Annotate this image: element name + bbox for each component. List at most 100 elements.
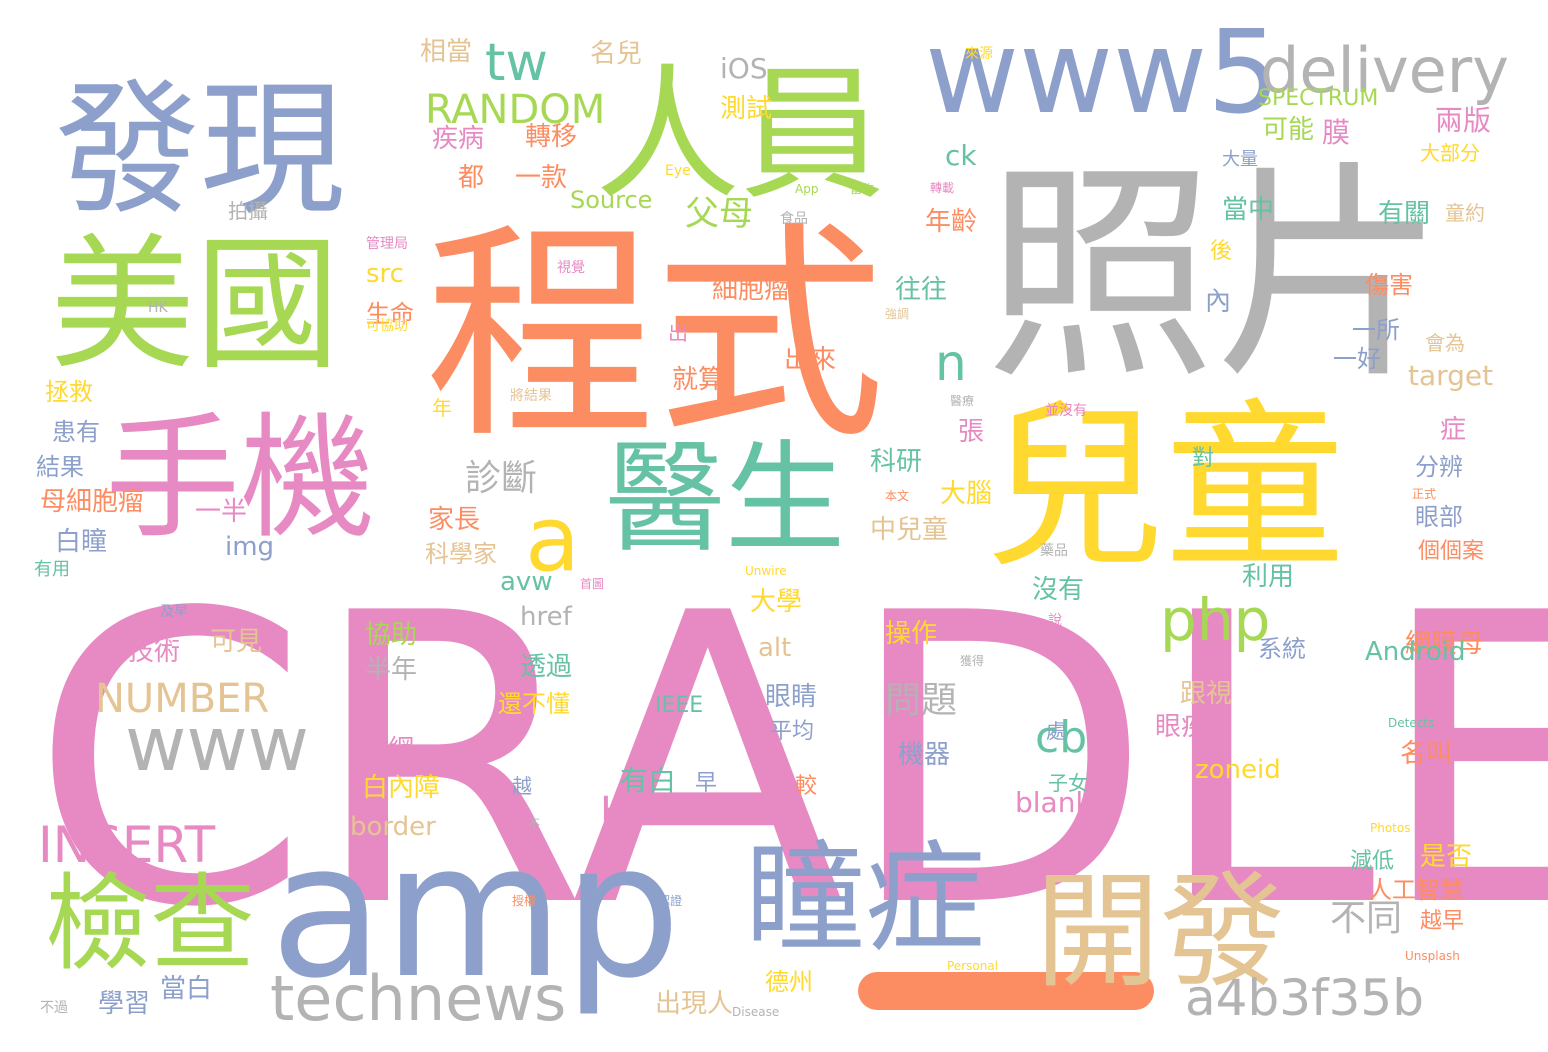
cloud-word: 名叫 — [1400, 739, 1452, 769]
cloud-word: Android — [1365, 637, 1466, 667]
cloud-word: 人員 — [595, 51, 885, 220]
cloud-word: 眼部 — [1415, 503, 1463, 531]
cloud-word: www — [125, 700, 309, 788]
cloud-word: 當中 — [1222, 195, 1274, 225]
cloud-word: 有用 — [34, 559, 70, 580]
cloud-word: 兒童 — [985, 384, 1345, 593]
cloud-word: 透過 — [520, 652, 572, 682]
cloud-word: iOS — [720, 52, 768, 85]
cloud-word: 手機 — [105, 400, 375, 557]
cloud-word: delivery — [1260, 34, 1509, 107]
cloud-word: 眼睛 — [765, 682, 817, 712]
cloud-word: 一所 — [1352, 316, 1400, 344]
cloud-word: 並沒有 — [1045, 402, 1087, 419]
cloud-word: 美國 — [50, 221, 340, 390]
cloud-word: 科研 — [870, 447, 922, 477]
cloud-word: 處 — [1046, 719, 1066, 743]
cloud-word: 照片 — [985, 143, 1445, 410]
cloud-word: 認證 — [658, 893, 682, 908]
cloud-word: 出來 — [784, 345, 836, 375]
cloud-word: 父母 — [685, 194, 753, 234]
cloud-word: Unwire — [745, 564, 787, 578]
cloud-word: Personal — [947, 959, 998, 973]
cloud-word: 本文 — [885, 488, 909, 503]
cloud-word: 兩版 — [1435, 104, 1491, 137]
cloud-word: 沒有 — [1032, 575, 1084, 605]
cloud-word: Source — [570, 186, 652, 214]
cloud-word: 獲得 — [960, 653, 984, 668]
cloud-word: 食品 — [780, 210, 808, 227]
cloud-word: 一好 — [1333, 345, 1381, 373]
cloud-word: 科學家 — [425, 540, 497, 568]
cloud-word: 拍攝 — [228, 199, 268, 223]
cloud-word: 就算 — [672, 365, 724, 395]
cloud-word: 協助 — [365, 620, 417, 650]
cloud-word: RANDOM — [425, 87, 605, 133]
cloud-word: 童約 — [1445, 201, 1485, 225]
cloud-word: 較 — [795, 774, 817, 799]
cloud-word: avw — [500, 567, 553, 597]
cloud-word: 學習 — [98, 989, 150, 1019]
cloud-word: 家長 — [428, 505, 480, 535]
cloud-word: 生命 — [366, 300, 414, 328]
cloud-word: 個個案 — [1418, 539, 1484, 564]
cloud-word: 都 — [458, 163, 484, 193]
cloud-word: 轉移 — [525, 122, 577, 152]
cloud-word: 眼疾 — [1155, 712, 1207, 742]
cloud-word: 白瞳 — [55, 527, 107, 557]
cloud-word: 越早 — [1420, 909, 1464, 934]
cloud-word: 人工智慧 — [1368, 876, 1464, 904]
cloud-word: 藥品 — [1040, 543, 1068, 559]
cloud-word: alt — [758, 633, 791, 663]
cloud-word: 年齡 — [925, 207, 977, 237]
cloud-word: 越 — [512, 774, 532, 798]
cloud-word: 不 — [528, 817, 540, 831]
cloud-word: blank — [1015, 786, 1092, 819]
cloud-word: a — [525, 487, 580, 592]
cloud-word: 德州 — [765, 968, 813, 996]
cloud-word: 網膜母 — [1405, 629, 1483, 659]
cloud-word: ck — [945, 139, 977, 172]
cloud-word: 管理局 — [366, 236, 408, 252]
cloud-word: 程式 — [425, 203, 885, 470]
cloud-word: php — [1160, 586, 1270, 654]
cloud-word: 出 — [668, 321, 688, 345]
cloud-word: 可見 — [210, 627, 262, 657]
cloud-word: cb — [1035, 712, 1087, 763]
cloud-word: 轉載 — [930, 181, 954, 195]
cloud-word: 可能 — [1262, 115, 1314, 145]
cloud-word: 大學 — [750, 587, 802, 617]
cloud-word: a4b3f35b — [1185, 969, 1424, 1027]
cloud-word: 來源 — [965, 46, 993, 62]
cloud-word: 症 — [1440, 415, 1466, 445]
cloud-word: 是否 — [1420, 842, 1472, 872]
cloud-word: 強調 — [885, 307, 909, 321]
cloud-word: 及早 — [160, 604, 188, 620]
cloud-word: 跟視 — [1180, 679, 1232, 709]
cloud-word: 將結果 — [510, 388, 552, 404]
cloud-word: 授權 — [512, 893, 536, 908]
cloud-word: Photos — [1370, 821, 1410, 835]
cloud-word: 操作 — [885, 619, 937, 649]
cloud-word: 結果 — [36, 453, 84, 481]
cloud-word: 當白 — [160, 974, 212, 1004]
cloud-word: 醫生 — [605, 430, 845, 569]
cloud-word: 當作 — [850, 182, 874, 196]
cloud-word: Detects — [1388, 716, 1434, 730]
cloud-word: 拯救 — [45, 378, 93, 406]
cloud-word: 首圖 — [580, 577, 604, 591]
cloud-word: 內 — [1205, 287, 1231, 317]
cloud-word: 一半 — [195, 497, 247, 527]
cloud-word: CRADLE — [30, 530, 1548, 995]
cloud-word: 相當 — [420, 37, 472, 67]
cloud-word: 視覺 — [557, 260, 585, 276]
cloud-word: 白內障 — [362, 773, 440, 803]
cloud-word: 細胞瘤 — [712, 275, 790, 305]
cloud-word: amp — [270, 803, 681, 1019]
cloud-word: HK — [148, 300, 169, 316]
cloud-word: 傷害 — [1365, 271, 1413, 299]
cloud-word: 瞳症 — [745, 830, 985, 969]
